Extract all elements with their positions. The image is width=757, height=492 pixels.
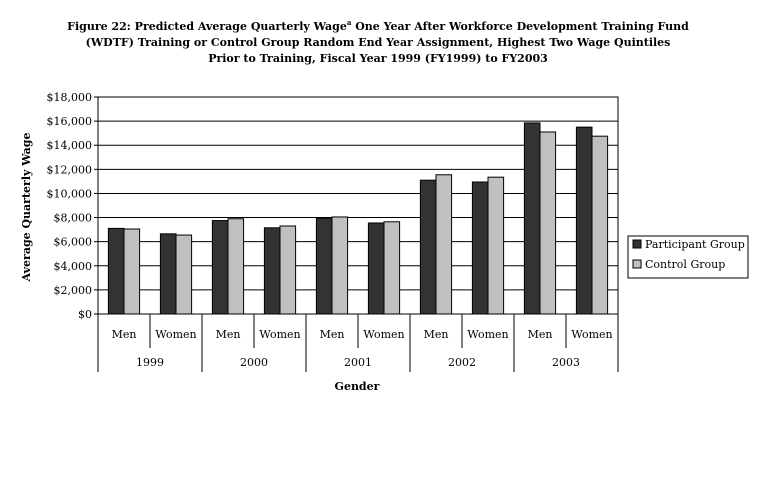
y-tick-label: $4,000 [54,260,93,273]
bar-participant [263,227,281,315]
y-tick-label: $0 [78,308,92,321]
x-category-label: Women [467,328,508,341]
y-tick-label: $18,000 [47,91,93,104]
x-category-label: Women [363,328,404,341]
bar-control [383,221,401,315]
bar-control [539,131,557,315]
x-group-label: 2002 [448,356,476,369]
legend: Participant Group Control Group [627,235,749,279]
bar-participant [419,179,437,315]
x-group-label: 1999 [136,356,164,369]
bar-participant [107,227,125,315]
x-group-label: 2001 [344,356,372,369]
x-category-label: Women [155,328,196,341]
bar-control [331,216,349,315]
y-tick-label: $12,000 [47,163,93,176]
x-group-label: 2000 [240,356,268,369]
x-category-label: Men [424,328,449,341]
chart-title-line-1-rest: One Year After Workforce Development Tra… [351,20,689,33]
bar-control [175,234,193,315]
legend-label-control: Control Group [645,258,725,271]
legend-swatch-participant [632,239,642,249]
bar-participant [315,217,333,315]
chart-title-line-1-text: Figure 22: Predicted Average Quarterly W… [67,20,347,33]
bar-participant [211,220,229,315]
legend-swatch-control [632,259,642,269]
bar-control [123,228,141,315]
chart-title-line-1: Figure 22: Predicted Average Quarterly W… [67,18,689,33]
x-category-label: Women [571,328,612,341]
x-category-label: Men [216,328,241,341]
x-axis-title: Gender [335,380,380,393]
x-category-label: Men [528,328,553,341]
bar-participant [575,126,593,315]
chart-title-superscript: a [347,18,352,27]
legend-label-participant: Participant Group [645,238,745,251]
x-category-label: Men [320,328,345,341]
x-category-label: Men [112,328,137,341]
y-tick-label: $16,000 [47,115,93,128]
bar-participant [159,233,177,315]
bar-control [487,176,505,315]
y-tick-label: $6,000 [54,236,93,249]
bar-participant [471,181,489,315]
bar-control [435,174,453,315]
y-tick-label: $10,000 [47,187,93,200]
x-axis: Men Women Men Women Men Women Men Women Men Women… [97,314,619,372]
chart-title: Figure 22: Predicted Average Quarterly W… [67,18,689,65]
x-category-label: Women [259,328,300,341]
chart-title-line-2: (WDTF) Training or Control Group Random … [86,36,671,49]
bar-control [591,135,609,315]
y-axis-title: Average Quarterly Wage [20,133,33,283]
x-group-label: 2003 [552,356,580,369]
bars [107,122,609,315]
legend-box [627,235,749,279]
bar-participant [367,222,385,315]
y-tick-label: $2,000 [54,284,93,297]
bar-control [279,225,297,315]
y-tick-label: $8,000 [54,212,93,225]
y-tick-label: $14,000 [47,139,93,152]
chart-title-line-3: Prior to Training, Fiscal Year 1999 (FY1… [208,52,548,65]
bar-control [227,218,245,315]
y-axis: $0 $2,000 $4,000 $6,000 $8,000 $10,000 $12,000… [47,91,98,321]
bar-participant [523,122,541,315]
